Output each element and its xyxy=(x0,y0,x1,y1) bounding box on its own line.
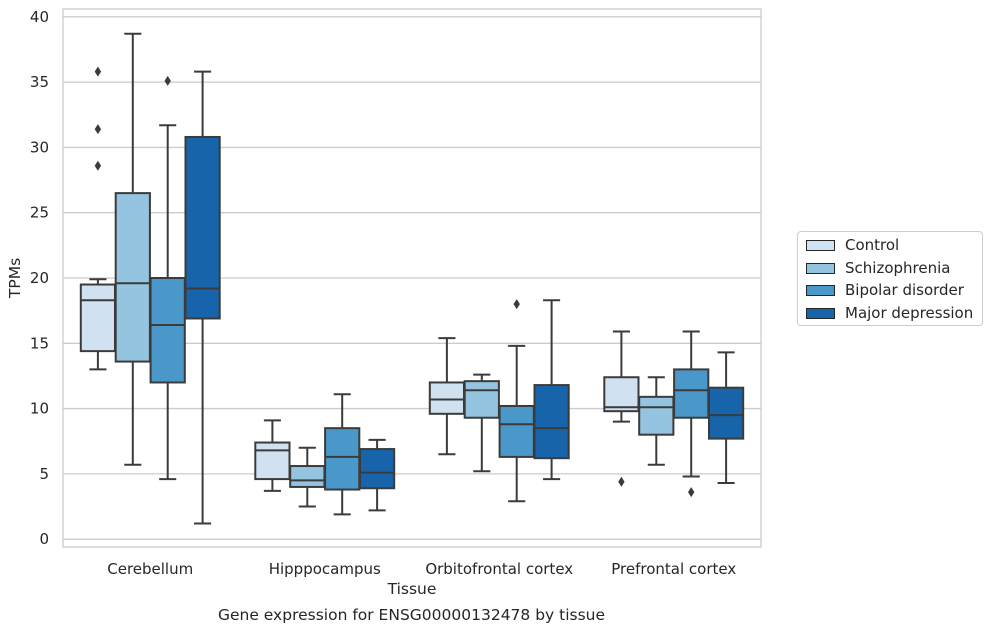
x-tick-label-0: Cerebellum xyxy=(107,560,193,578)
box-s3-c3 xyxy=(707,386,745,440)
legend-item-control: Control xyxy=(806,235,899,255)
series-2 xyxy=(149,75,710,516)
y-tick-label-15: 15 xyxy=(30,334,49,352)
box-s0-c0 xyxy=(79,283,117,353)
y-tick-label-30: 30 xyxy=(30,138,49,156)
box-s1-c1 xyxy=(289,465,326,488)
gridlines xyxy=(63,16,761,540)
y-tick-label-40: 40 xyxy=(30,8,49,26)
series-3 xyxy=(184,70,745,525)
box-s0-c1 xyxy=(254,441,291,481)
y-tick-label-5: 5 xyxy=(39,465,49,483)
box-s0-c0-outlier-2 xyxy=(94,66,102,77)
legend-label-bipolar-disorder: Bipolar disorder xyxy=(845,281,964,299)
y-tick-label-10: 10 xyxy=(30,400,49,418)
y-tick-label-20: 20 xyxy=(30,269,49,287)
box-s2-c3-outlier-0 xyxy=(688,487,695,498)
box-s1-c2 xyxy=(463,380,500,419)
box-s2-c3 xyxy=(673,368,710,419)
y-tick-label-25: 25 xyxy=(30,204,49,222)
series-1 xyxy=(114,32,675,508)
x-axis-ticks: Cerebellum Hipppocampus Orbitofrontal cort… xyxy=(107,560,736,578)
box-series xyxy=(79,32,745,525)
box-s0-c3-outlier-0 xyxy=(618,476,625,487)
y-axis-label: TPMs xyxy=(6,258,24,299)
box-s3-c2 xyxy=(533,384,570,460)
legend-label-schizophrenia: Schizophrenia xyxy=(845,259,951,277)
box-s0-c0-outlier-0 xyxy=(94,160,102,171)
legend-swatch-major-depression xyxy=(806,307,835,319)
x-tick-label-3: Prefrontal cortex xyxy=(611,560,736,578)
box-s3-c1 xyxy=(358,448,396,490)
series-0 xyxy=(79,66,640,492)
box-s1-c3 xyxy=(638,395,675,436)
x-axis-label: Tissue xyxy=(387,580,437,598)
box-s1-c0 xyxy=(114,192,151,363)
x-tick-label-1: Hipppocampus xyxy=(269,560,381,578)
legend-swatch-control xyxy=(806,239,835,251)
box-s2-c2 xyxy=(498,404,535,458)
legend-label-control: Control xyxy=(845,236,900,254)
x-tick-label-2: Orbitofrontal cortex xyxy=(425,560,573,578)
box-s0-c3 xyxy=(603,376,640,413)
y-tick-label-35: 35 xyxy=(30,73,49,91)
y-tick-label-0: 0 xyxy=(39,530,49,548)
box-s2-c0-outlier-0 xyxy=(164,75,171,86)
legend-swatch-bipolar-disorder xyxy=(806,284,835,296)
box-s2-c0 xyxy=(149,277,186,384)
box-s2-c2-outlier-0 xyxy=(513,299,520,310)
box-s3-c0 xyxy=(184,135,221,320)
legend-swatch-schizophrenia xyxy=(806,262,835,274)
legend: Control Schizophrenia Bipolar disorder M… xyxy=(797,231,983,326)
figure-caption: Gene expression for ENSG00000132478 by t… xyxy=(217,606,606,624)
box-s2-c1 xyxy=(324,427,361,491)
legend-item-bipolar-disorder: Bipolar disorder xyxy=(806,280,964,300)
legend-item-major-depression: Major depression xyxy=(806,303,973,323)
legend-label-major-depression: Major depression xyxy=(845,304,974,322)
legend-item-schizophrenia: Schizophrenia xyxy=(806,258,950,278)
box-s0-c0-outlier-1 xyxy=(94,124,102,135)
box-s0-c2 xyxy=(428,381,466,415)
y-axis-ticks: 0 5 10 15 20 25 30 35 40 xyxy=(30,8,49,548)
